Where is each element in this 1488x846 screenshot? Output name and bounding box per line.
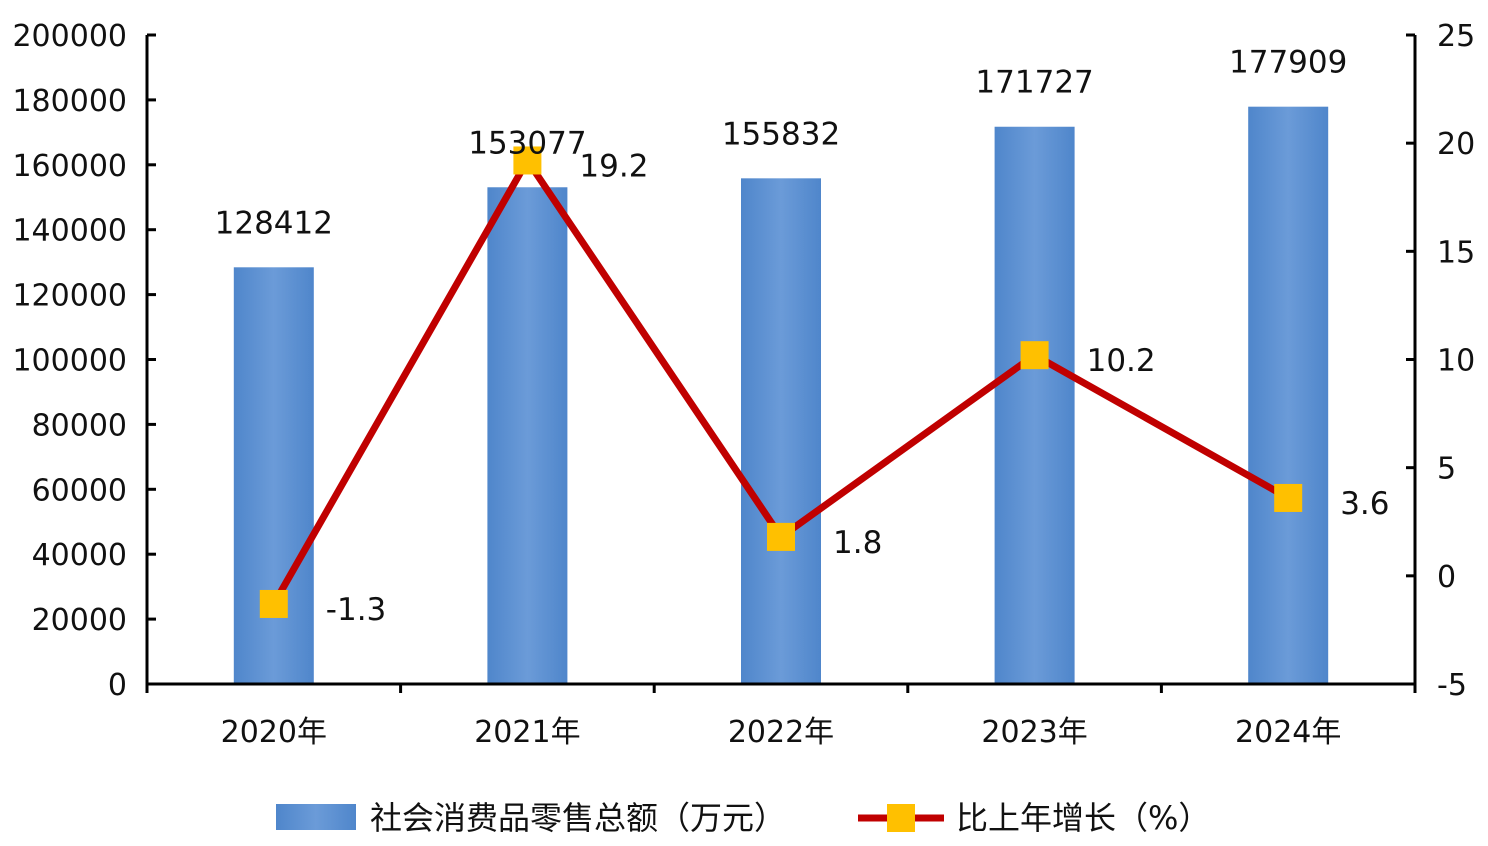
growth-marker-2020年 — [259, 589, 288, 618]
axes: 0 20000 40000 60000 80000 100000 120000 140000 1… — [12, 19, 1475, 750]
left-tick-label: 200000 — [12, 19, 127, 54]
right-tick-label: 20 — [1437, 127, 1475, 162]
bar-series — [233, 106, 1329, 684]
bar-2024年 — [1248, 106, 1329, 684]
line-series — [259, 146, 1303, 618]
right-tick-label: 5 — [1437, 452, 1456, 487]
x-tick-label: 2021年 — [474, 715, 580, 750]
left-tick-label: 140000 — [12, 214, 127, 249]
legend-bar-swatch — [276, 804, 356, 830]
growth-value-label: 19.2 — [579, 148, 648, 184]
bar-value-label: 153077 — [468, 125, 586, 161]
bar-value-label: 128412 — [215, 205, 333, 241]
growth-value-label: -1.3 — [326, 592, 387, 628]
left-tick-label: 180000 — [12, 84, 127, 119]
bar-2022年 — [741, 178, 821, 684]
left-tick-label: 0 — [108, 668, 127, 703]
right-tick-label: 0 — [1437, 560, 1456, 595]
left-tick-label: 160000 — [12, 149, 127, 184]
x-tick-label: 2024年 — [1235, 715, 1341, 750]
growth-marker-2024年 — [1274, 483, 1303, 512]
legend-line-label: 比上年增长（%） — [956, 799, 1210, 837]
bar-2023年 — [994, 126, 1075, 684]
x-tick-label: 2020年 — [221, 715, 327, 750]
right-tick-label: -5 — [1437, 668, 1467, 703]
left-tick-label: 120000 — [12, 279, 127, 314]
left-tick-label: 60000 — [32, 473, 127, 508]
bar-value-label: 155832 — [722, 116, 840, 152]
growth-value-label: 3.6 — [1340, 486, 1389, 522]
right-tick-label: 10 — [1437, 344, 1475, 379]
growth-marker-2023年 — [1020, 341, 1049, 370]
growth-value-label: 1.8 — [833, 525, 882, 561]
data-labels: 128412 153077 155832 171727 177909 -1.3 19.2 1.… — [215, 45, 1390, 628]
growth-marker-2022年 — [767, 522, 795, 551]
bar-value-label: 171727 — [975, 65, 1093, 101]
bar-2020年 — [233, 267, 314, 684]
right-tick-label: 15 — [1437, 235, 1475, 270]
left-tick-label: 40000 — [32, 538, 127, 573]
legend: 社会消费品零售总额（万元） 比上年增长（%） — [276, 799, 1210, 837]
legend-bar-label: 社会消费品零售总额（万元） — [370, 799, 786, 837]
bar-value-label: 177909 — [1229, 45, 1347, 81]
growth-marker-2021年 — [513, 146, 542, 175]
x-tick-label: 2022年 — [728, 715, 834, 750]
left-tick-label: 100000 — [12, 344, 127, 379]
bar-2021年 — [487, 187, 568, 684]
growth-value-label: 10.2 — [1087, 343, 1156, 379]
x-tick-label: 2023年 — [981, 715, 1087, 750]
left-tick-label: 80000 — [32, 408, 127, 443]
legend-line-marker — [887, 804, 915, 832]
right-tick-label: 25 — [1437, 19, 1475, 54]
left-tick-label: 20000 — [32, 603, 127, 638]
